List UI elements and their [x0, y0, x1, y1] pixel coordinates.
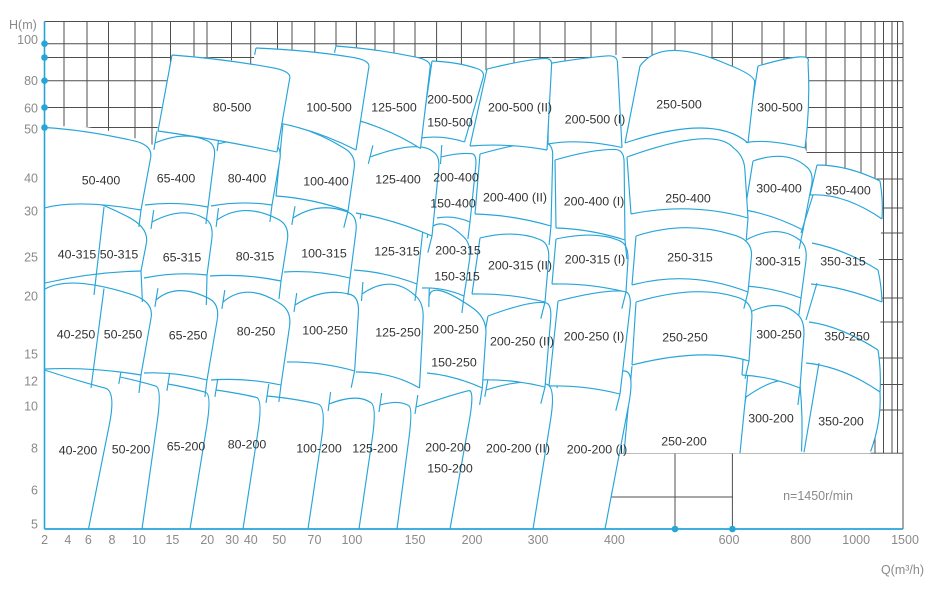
svg-text:200-200 (II): 200-200 (II) [486, 441, 550, 455]
svg-text:200-200 (I): 200-200 (I) [567, 442, 628, 456]
svg-text:65-250: 65-250 [169, 328, 208, 342]
svg-text:250-400: 250-400 [665, 191, 711, 205]
svg-text:25: 25 [24, 250, 38, 264]
svg-text:300-400: 300-400 [756, 181, 802, 195]
svg-text:300-200: 300-200 [748, 411, 794, 425]
svg-text:200-315: 200-315 [435, 243, 481, 257]
svg-text:20: 20 [200, 533, 214, 547]
svg-text:80: 80 [24, 74, 38, 88]
svg-text:300-250: 300-250 [756, 327, 802, 341]
svg-text:300-500: 300-500 [757, 100, 803, 114]
svg-text:50: 50 [24, 122, 38, 136]
svg-text:800: 800 [790, 533, 811, 547]
svg-text:30: 30 [225, 533, 239, 547]
svg-text:6: 6 [31, 483, 38, 497]
svg-text:250-250: 250-250 [662, 330, 708, 344]
svg-text:600: 600 [719, 533, 740, 547]
svg-text:40: 40 [24, 171, 38, 185]
svg-text:350-200: 350-200 [818, 414, 864, 428]
svg-text:100-315: 100-315 [301, 246, 347, 260]
svg-text:150-315: 150-315 [434, 269, 480, 283]
svg-text:250-315: 250-315 [667, 250, 713, 264]
svg-text:150-250: 150-250 [431, 355, 477, 369]
svg-text:250-200: 250-200 [661, 434, 707, 448]
svg-text:15: 15 [165, 533, 179, 547]
svg-text:30: 30 [24, 204, 38, 218]
svg-text:40-250: 40-250 [57, 327, 96, 341]
svg-text:50-400: 50-400 [82, 173, 121, 187]
svg-text:60: 60 [24, 101, 38, 115]
svg-text:350-400: 350-400 [825, 183, 871, 197]
svg-text:100: 100 [341, 533, 362, 547]
svg-text:250-500: 250-500 [656, 97, 702, 111]
svg-text:H(m): H(m) [9, 18, 37, 32]
svg-text:12: 12 [24, 374, 38, 388]
svg-text:100: 100 [17, 33, 38, 47]
svg-text:100-500: 100-500 [306, 100, 352, 114]
svg-text:65-200: 65-200 [167, 439, 206, 453]
svg-text:200-250: 200-250 [433, 322, 479, 336]
svg-text:100-250: 100-250 [302, 323, 348, 337]
svg-text:200: 200 [462, 533, 483, 547]
svg-text:150: 150 [405, 533, 426, 547]
svg-text:40: 40 [244, 533, 258, 547]
svg-text:1000: 1000 [842, 533, 870, 547]
svg-text:15: 15 [24, 347, 38, 361]
svg-text:50: 50 [272, 533, 286, 547]
svg-text:200-500 (II): 200-500 (II) [488, 100, 552, 114]
svg-text:10: 10 [132, 533, 146, 547]
svg-text:300-315: 300-315 [755, 254, 801, 268]
svg-text:40-200: 40-200 [59, 443, 98, 457]
svg-text:200-400 (II): 200-400 (II) [483, 190, 547, 204]
svg-text:125-250: 125-250 [375, 325, 421, 339]
svg-text:200-315 (II): 200-315 (II) [488, 258, 552, 272]
svg-text:125-400: 125-400 [375, 172, 421, 186]
svg-text:100-200: 100-200 [296, 441, 342, 455]
svg-text:200-500: 200-500 [427, 92, 473, 106]
svg-text:50-315: 50-315 [100, 247, 139, 261]
svg-text:8: 8 [109, 533, 116, 547]
svg-text:125-315: 125-315 [374, 244, 420, 258]
svg-text:70: 70 [308, 533, 322, 547]
svg-text:125-200: 125-200 [352, 441, 398, 455]
svg-text:50-200: 50-200 [112, 442, 151, 456]
svg-text:150-400: 150-400 [430, 196, 476, 210]
svg-text:50-250: 50-250 [104, 327, 143, 341]
svg-text:400: 400 [604, 533, 625, 547]
svg-text:150-200: 150-200 [427, 461, 473, 475]
svg-text:20: 20 [24, 289, 38, 303]
svg-text:300: 300 [528, 533, 549, 547]
svg-text:80-315: 80-315 [236, 249, 275, 263]
svg-text:350-315: 350-315 [820, 254, 866, 268]
svg-text:6: 6 [85, 533, 92, 547]
svg-text:200-400 (I): 200-400 (I) [564, 194, 625, 208]
svg-text:65-315: 65-315 [163, 250, 202, 264]
svg-text:1500: 1500 [891, 533, 919, 547]
svg-text:350-250: 350-250 [824, 329, 870, 343]
svg-text:150-500: 150-500 [427, 115, 473, 129]
svg-text:200-200: 200-200 [425, 440, 471, 454]
svg-text:n=1450r/min: n=1450r/min [783, 489, 853, 503]
svg-text:200-315 (I): 200-315 (I) [565, 252, 626, 266]
svg-text:100-400: 100-400 [303, 174, 349, 188]
svg-text:10: 10 [24, 399, 38, 413]
svg-text:Q(m³/h): Q(m³/h) [881, 563, 924, 577]
svg-text:5: 5 [31, 517, 38, 531]
svg-text:4: 4 [64, 533, 71, 547]
svg-text:200-250 (II): 200-250 (II) [490, 334, 554, 348]
svg-text:80-400: 80-400 [228, 171, 267, 185]
svg-text:80-200: 80-200 [228, 437, 267, 451]
svg-text:200-500 (I): 200-500 (I) [565, 112, 626, 126]
svg-text:8: 8 [31, 441, 38, 455]
svg-text:65-400: 65-400 [157, 171, 196, 185]
svg-text:200-250 (I): 200-250 (I) [564, 329, 625, 343]
svg-text:125-500: 125-500 [371, 100, 417, 114]
svg-text:80-250: 80-250 [237, 324, 276, 338]
svg-text:80-500: 80-500 [213, 100, 252, 114]
svg-text:200-400: 200-400 [433, 170, 479, 184]
svg-text:2: 2 [41, 533, 48, 547]
svg-text:40-315: 40-315 [58, 247, 97, 261]
